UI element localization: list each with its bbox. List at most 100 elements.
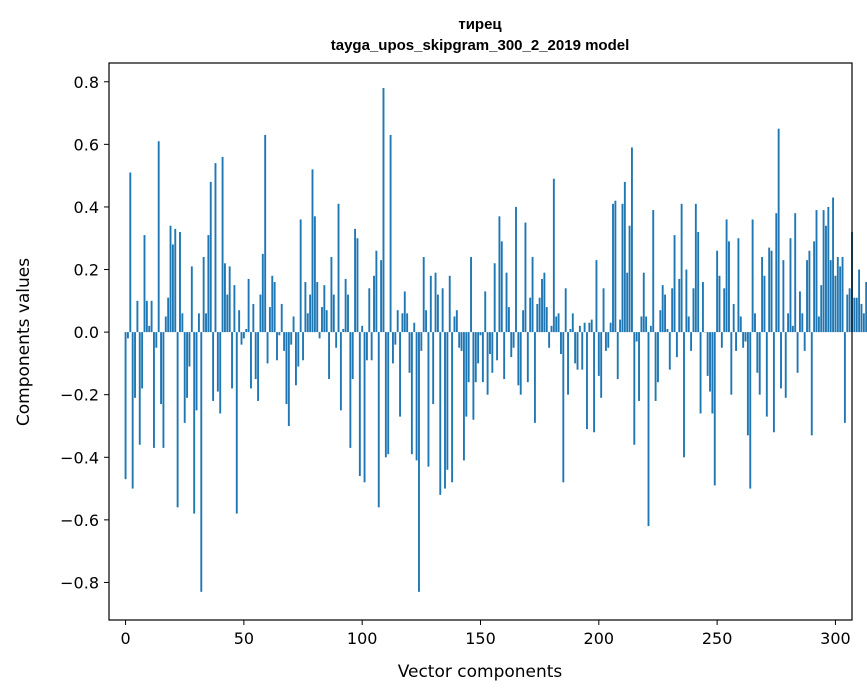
bar	[600, 332, 603, 398]
bar	[349, 332, 352, 448]
bar	[621, 203, 624, 333]
bar	[126, 332, 129, 339]
bar	[510, 332, 513, 358]
bar	[728, 241, 730, 333]
bar	[794, 213, 797, 333]
bar	[233, 285, 236, 333]
bar-series	[124, 88, 867, 592]
bar	[586, 332, 588, 430]
bar	[278, 332, 281, 336]
bar	[425, 310, 428, 333]
bar	[219, 332, 222, 414]
bar	[749, 332, 752, 489]
y-tick-label: −0.6	[60, 511, 99, 530]
bar	[628, 225, 631, 333]
bar	[212, 332, 215, 401]
bar	[375, 250, 378, 333]
bar	[732, 303, 735, 333]
bar	[276, 332, 278, 361]
bar	[365, 332, 368, 361]
bar	[742, 332, 745, 348]
bar	[216, 332, 219, 392]
bar	[167, 297, 170, 333]
bar	[666, 328, 669, 333]
bar	[318, 332, 321, 339]
bar	[829, 260, 832, 333]
bar	[782, 260, 785, 333]
bar	[254, 332, 257, 380]
bar	[344, 278, 347, 333]
bar	[633, 332, 636, 445]
bar	[157, 141, 160, 333]
bar	[725, 219, 728, 333]
bar	[576, 332, 579, 370]
bar	[387, 332, 390, 455]
bar	[460, 332, 463, 351]
bar	[231, 332, 233, 389]
bar	[718, 275, 721, 333]
bar	[131, 332, 134, 489]
bar	[820, 285, 823, 333]
bar	[517, 332, 520, 386]
bar	[604, 332, 607, 351]
bar	[299, 219, 302, 333]
chart-subtitle: tayga_upos_skipgram_300_2_2019 model	[331, 37, 630, 54]
bar	[467, 332, 470, 383]
bar	[160, 332, 162, 405]
bar	[193, 332, 196, 514]
bar	[590, 319, 593, 333]
y-tick-label: 0.4	[74, 198, 99, 217]
bar	[784, 332, 787, 398]
bar	[339, 332, 342, 411]
bar	[772, 332, 775, 433]
bar	[470, 257, 472, 333]
bar	[789, 238, 792, 333]
bar	[581, 332, 584, 370]
bar	[626, 272, 629, 333]
bar	[162, 332, 165, 448]
bar	[493, 263, 496, 333]
bar	[865, 282, 867, 333]
bar	[183, 332, 186, 423]
bar	[526, 332, 529, 383]
bar	[661, 285, 664, 333]
y-tick-label: 0.8	[74, 73, 99, 92]
bar	[436, 294, 439, 333]
bar	[141, 332, 144, 389]
bar	[280, 303, 283, 333]
bar	[552, 178, 555, 333]
bar	[754, 313, 756, 333]
bar	[638, 332, 640, 401]
bar	[429, 275, 432, 333]
bar	[328, 332, 330, 380]
bar	[242, 332, 245, 339]
bar	[224, 263, 226, 333]
bar	[268, 307, 271, 333]
bar	[354, 228, 357, 333]
bar	[756, 332, 759, 373]
bar	[181, 313, 184, 333]
bar	[836, 257, 839, 333]
bar	[205, 313, 207, 333]
y-tick-label: −0.4	[60, 448, 99, 467]
bar	[787, 313, 790, 333]
bar	[491, 332, 494, 373]
bar	[770, 250, 773, 333]
bar	[455, 310, 458, 333]
bar	[136, 300, 139, 333]
bar	[399, 332, 401, 417]
bar	[171, 244, 174, 333]
bar	[252, 303, 255, 333]
bar	[692, 288, 695, 333]
bar	[337, 203, 340, 333]
bar	[257, 332, 260, 401]
bar	[801, 313, 804, 333]
bar	[283, 332, 286, 351]
bar	[503, 332, 506, 380]
bar	[479, 332, 482, 336]
bar	[377, 332, 380, 508]
bar	[361, 325, 364, 333]
bar	[451, 332, 454, 483]
bar	[202, 257, 205, 333]
